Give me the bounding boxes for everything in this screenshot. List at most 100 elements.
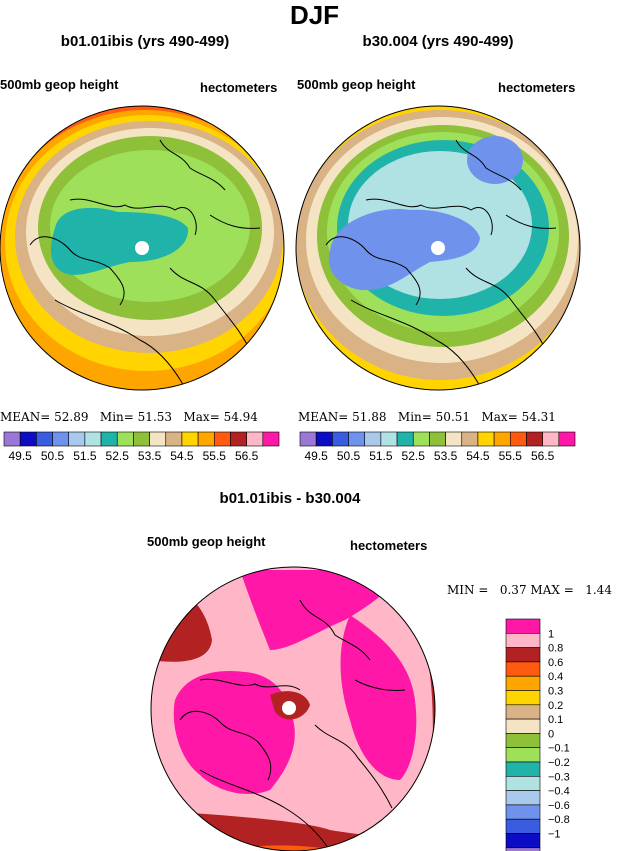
left-colorbar-label-0: 49.5 — [8, 449, 32, 463]
diff-colorbar-swatch-16 — [505, 847, 541, 851]
left-min-value: 51.53 — [137, 410, 173, 424]
diff-band-1.0-e — [340, 615, 417, 780]
left-colorbar-label-7: 56.5 — [235, 449, 259, 463]
right-stats: MEAN= 51.88 Min= 50.51 Max= 54.31 — [298, 410, 556, 424]
right-colorbar-label-2: 51.5 — [369, 449, 393, 463]
right-pole-marker — [431, 241, 445, 255]
diff-max-value: 1.44 — [585, 583, 612, 597]
right-polar-map — [295, 105, 581, 391]
left-stats: MEAN= 52.89 Min= 51.53 Max= 54.94 — [0, 410, 258, 424]
diff-colorbar-swatch-15 — [505, 833, 541, 849]
left-max-value: 54.94 — [223, 410, 258, 424]
left-colorbar-swatch-16 — [262, 431, 280, 447]
right-map-border — [295, 105, 581, 391]
left-map-border — [0, 105, 285, 391]
diff-colorbar-label-6: 0.1 — [548, 714, 563, 726]
diff-colorbar-label-5: 0.2 — [548, 700, 563, 712]
left-colorbar-label-1: 50.5 — [41, 449, 65, 463]
diff-band-1.0-w — [173, 670, 295, 795]
left-mean-value: 52.89 — [54, 410, 89, 424]
diff-colorbar-label-3: 0.4 — [548, 671, 563, 683]
diff-colorbar-label-1: 0.8 — [548, 643, 563, 655]
diff-colorbar-swatch-9 — [505, 747, 541, 763]
diff-panel-title: b01.01ibis - b30.004 — [219, 490, 361, 507]
right-band-50.5-b — [467, 136, 523, 184]
diff-variable-label: 500mb geop height — [147, 534, 266, 549]
diff-colorbar-swatch-12 — [505, 790, 541, 806]
diff-pole-marker — [282, 701, 296, 715]
left-colorbar-label-4: 53.5 — [138, 449, 162, 463]
left-variable-label: 500mb geop height — [0, 77, 119, 92]
diff-colorbar-swatch-6 — [505, 704, 541, 720]
diff-colorbar-swatch-14 — [505, 818, 541, 834]
right-colorbar-swatch-16 — [558, 431, 576, 447]
figure-title: DJF — [289, 0, 340, 30]
diff-band-1.0-n — [240, 570, 400, 650]
right-variable-label: 500mb geop height — [297, 77, 416, 92]
right-panel-title: b30.004 (yrs 490-499) — [362, 33, 514, 50]
right-colorbar-label-7: 56.5 — [531, 449, 555, 463]
diff-colorbar-swatch-5 — [505, 690, 541, 706]
right-band-50.5 — [328, 209, 480, 291]
right-max-label: Max= — [481, 410, 518, 424]
left-panel-title: b01.01ibis (yrs 490-499) — [60, 33, 230, 50]
right-colorbar: 49.5 50.5 51.5 52.5 53.5 54.5 55.5 56.5 — [299, 431, 576, 463]
diff-coastlines — [179, 599, 406, 851]
right-units-label: hectometers — [498, 80, 576, 95]
diff-max-label: MAX = — [530, 583, 574, 597]
left-mean-label: MEAN= — [0, 410, 51, 424]
right-min-value: 50.51 — [435, 410, 471, 424]
diff-colorbar-label-4: 0.3 — [548, 686, 563, 698]
diff-colorbar-swatch-1 — [505, 632, 541, 648]
right-colorbar-label-1: 50.5 — [337, 449, 361, 463]
right-mean-label: MEAN= — [298, 410, 349, 424]
diff-stats: MIN = 0.37 MAX = 1.44 — [447, 583, 612, 597]
right-mean-value: 51.88 — [352, 410, 387, 424]
left-coastlines — [29, 139, 261, 389]
left-colorbar-label-5: 54.5 — [170, 449, 194, 463]
left-max-label: Max= — [183, 410, 220, 424]
diff-colorbar-swatch-13 — [505, 804, 541, 820]
right-min-label: Min= — [397, 410, 432, 424]
diff-colorbar-swatch-4 — [505, 675, 541, 691]
right-colorbar-label-6: 55.5 — [499, 449, 523, 463]
left-min-label: Min= — [99, 410, 134, 424]
diff-colorbar-label-2: 0.6 — [548, 657, 563, 669]
right-max-value: 54.31 — [521, 410, 556, 424]
diff-colorbar-label-13: −0.8 — [548, 814, 570, 826]
right-colorbar-label-4: 53.5 — [434, 449, 458, 463]
diff-map-border — [150, 566, 436, 851]
diff-colorbar-swatch-7 — [505, 718, 541, 734]
diff-colorbar-swatch-0 — [505, 618, 541, 634]
left-colorbar-label-2: 51.5 — [73, 449, 97, 463]
diff-colorbar-label-14: −1 — [548, 829, 561, 841]
left-polar-map — [0, 105, 285, 391]
left-band-51.5 — [50, 207, 189, 275]
left-colorbar-label-3: 52.5 — [106, 449, 130, 463]
diff-colorbar-swatch-3 — [505, 661, 541, 677]
diff-colorbar-swatch-11 — [505, 775, 541, 791]
right-coastlines — [325, 139, 557, 389]
diff-colorbar-label-7: 0 — [548, 728, 554, 740]
diff-colorbar-label-12: −0.6 — [548, 800, 570, 812]
left-colorbar: 49.5 50.5 51.5 52.5 53.5 54.5 55.5 56.5 — [3, 431, 280, 463]
diff-colorbar-label-8: −0.1 — [548, 743, 570, 755]
right-colorbar-label-3: 52.5 — [402, 449, 426, 463]
diff-colorbar-label-9: −0.2 — [548, 757, 570, 769]
diff-units-label: hectometers — [350, 538, 428, 553]
diff-colorbar-label-0: 1 — [548, 628, 554, 640]
diff-colorbar-swatch-10 — [505, 761, 541, 777]
right-colorbar-label-0: 49.5 — [304, 449, 328, 463]
diff-min-value: 0.37 — [499, 583, 527, 597]
diff-colorbar-swatch-8 — [505, 733, 541, 749]
left-colorbar-label-6: 55.5 — [203, 449, 227, 463]
diff-colorbar-swatch-2 — [505, 647, 541, 663]
left-pole-marker — [135, 241, 149, 255]
left-units-label: hectometers — [200, 80, 278, 95]
right-colorbar-label-5: 54.5 — [466, 449, 490, 463]
diff-colorbar-label-10: −0.3 — [548, 771, 570, 783]
diff-min-label: MIN = — [447, 583, 489, 597]
diff-colorbar-label-11: −0.4 — [548, 786, 570, 798]
